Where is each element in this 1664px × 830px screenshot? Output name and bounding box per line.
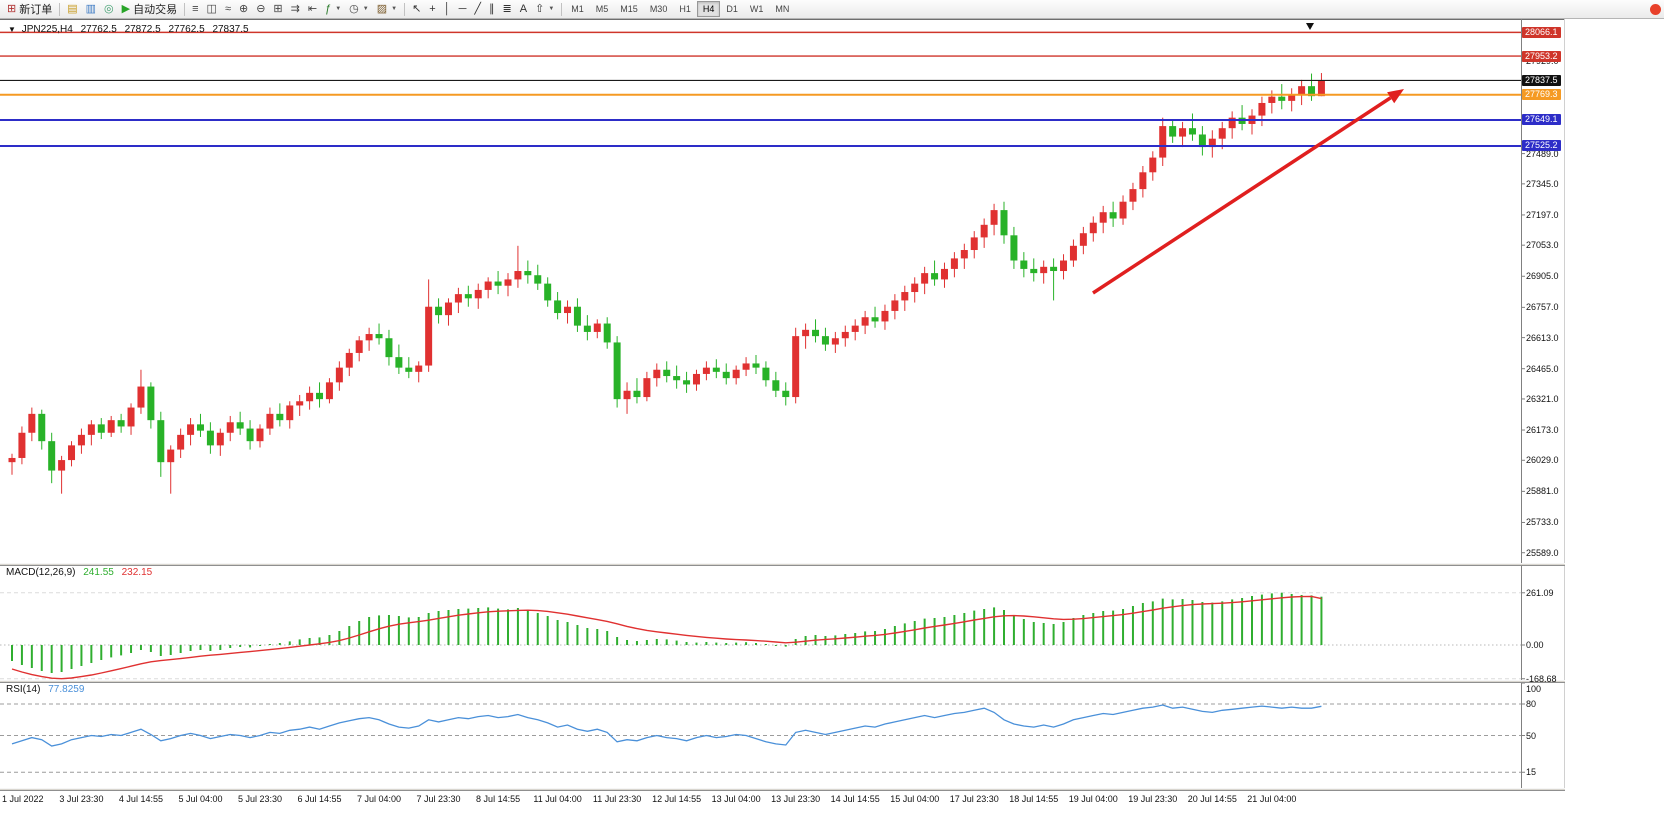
indicator-levels: [0, 592, 1521, 773]
market-watch-icon: ▥: [85, 2, 97, 15]
toolbar-separator: [184, 2, 186, 16]
new-order-button[interactable]: ⊞ 新订单: [3, 1, 56, 18]
bar-chart-button[interactable]: ≡: [188, 1, 202, 18]
zoom-out-button[interactable]: ⊖: [252, 1, 269, 18]
trendline-button[interactable]: ╱: [470, 1, 485, 18]
text-button[interactable]: A: [516, 1, 531, 18]
arrows-icon: ⇧: [535, 2, 545, 15]
line-chart-icon: ≈: [224, 2, 231, 15]
new-order-label: 新订单: [19, 4, 53, 16]
indicators-icon: ƒ: [325, 2, 332, 15]
notification-icon[interactable]: [1650, 3, 1661, 15]
auto-scroll-icon: ⇉: [290, 2, 300, 15]
macd-indicator: [11, 592, 1323, 680]
timeframe-h1-button[interactable]: H1: [673, 1, 697, 17]
timeframe-w1-button[interactable]: W1: [744, 1, 770, 17]
timeframe-m5-button[interactable]: M5: [590, 1, 615, 17]
tile-windows-icon: ⊞: [273, 2, 283, 15]
vertical-line-icon: │: [443, 2, 451, 15]
crosshair-icon: +: [429, 2, 436, 15]
fibonacci-icon: ≣: [502, 2, 512, 15]
zoom-in-button[interactable]: ⊕: [235, 1, 252, 18]
toolbar: ⊞ 新订单 ▤ ▥ ◎ ▶ 自动交易 ≡ ◫ ≈ ⊕ ⊖ ⊞ ⇉ ⇤ ƒ ▼ ◷ ▼ ▨ ▼ ↖ + │ ─ ╱ ∥ ≣ A…: [0, 0, 1664, 19]
chevron-down-icon: ▼: [548, 6, 555, 12]
autotrading-label: 自动交易: [133, 4, 178, 16]
text-icon: A: [519, 2, 528, 15]
timeframe-m30-button[interactable]: M30: [644, 1, 674, 17]
fibonacci-button[interactable]: ≣: [499, 1, 516, 18]
templates-icon: ▨: [376, 2, 388, 15]
timeframe-h4-button[interactable]: H4: [696, 1, 721, 17]
market-watch-button[interactable]: ▥: [82, 1, 100, 18]
periods-button[interactable]: ◷ ▼: [345, 1, 373, 18]
new-order-icon: ⊞: [7, 2, 17, 15]
tile-windows-button[interactable]: ⊞: [269, 1, 286, 18]
pane-separators[interactable]: [0, 563, 1565, 791]
cursor-icon: ↖: [412, 2, 422, 15]
horizontal-line-icon: ─: [458, 2, 467, 15]
rsi-indicator: [11, 704, 1322, 747]
chart-shift-button[interactable]: ⇤: [304, 1, 321, 18]
trendline-icon: ╱: [474, 2, 482, 15]
indicators-button[interactable]: ƒ ▼: [321, 1, 345, 18]
trend-arrow-annotation[interactable]: [1092, 89, 1404, 295]
zoom-in-icon: ⊕: [238, 2, 249, 15]
crosshair-button[interactable]: +: [425, 1, 439, 18]
vertical-line-button[interactable]: │: [440, 1, 455, 18]
toolbar-left-group: ▤ ▥ ◎: [63, 1, 117, 18]
candlestick-series: [8, 73, 1325, 494]
candlestick-chart-button[interactable]: ◫: [203, 1, 221, 18]
toolbar-separator: [561, 2, 563, 16]
navigator-button[interactable]: ◎: [100, 1, 118, 18]
channel-icon: ∥: [489, 2, 495, 15]
navigator-icon: ◎: [104, 2, 114, 15]
marker-arrow-icon[interactable]: [1306, 23, 1314, 30]
autotrading-play-icon: ▶: [121, 2, 131, 15]
timeframe-m1-button[interactable]: M1: [565, 1, 590, 17]
horizontal-line-button[interactable]: ─: [455, 1, 471, 18]
timeframe-mn-button[interactable]: MN: [769, 1, 795, 17]
toolbar-separator: [59, 2, 61, 16]
channel-button[interactable]: ∥: [485, 1, 499, 18]
auto-scroll-button[interactable]: ⇉: [287, 1, 304, 18]
timeframe-group: M1 M5 M15 M30 H1 H4 D1 W1 MN: [565, 1, 795, 17]
chart-frame: [0, 19, 1565, 791]
profiles-button[interactable]: ▤: [63, 1, 81, 18]
cursor-button[interactable]: ↖: [408, 1, 425, 18]
autotrading-button[interactable]: ▶ 自动交易: [118, 1, 181, 18]
chart-shift-icon: ⇤: [307, 2, 318, 15]
arrows-button[interactable]: ⇧ ▼: [531, 1, 558, 18]
zoom-out-icon: ⊖: [256, 2, 266, 15]
timeframe-m15-button[interactable]: M15: [614, 1, 644, 17]
toolbar-separator: [404, 2, 406, 16]
candlestick-chart-icon: ◫: [206, 2, 217, 15]
profiles-icon: ▤: [67, 2, 78, 15]
toolbar-chart-group: ≡ ◫ ≈ ⊕ ⊖ ⊞ ⇉ ⇤ ƒ ▼ ◷ ▼ ▨ ▼: [188, 1, 401, 18]
chevron-down-icon: ▼: [362, 6, 369, 12]
line-chart-button[interactable]: ≈: [221, 1, 235, 18]
templates-button[interactable]: ▨ ▼: [373, 1, 401, 18]
chevron-down-icon: ▼: [335, 6, 342, 12]
bar-chart-icon: ≡: [192, 2, 199, 15]
timeframe-d1-button[interactable]: D1: [720, 1, 744, 17]
chevron-down-icon: ▼: [391, 6, 398, 12]
horizontal-lines[interactable]: [0, 31, 1521, 147]
toolbar-draw-group: ↖ + │ ─ ╱ ∥ ≣ A ⇧ ▼: [408, 1, 558, 18]
periods-icon: ◷: [349, 2, 359, 15]
